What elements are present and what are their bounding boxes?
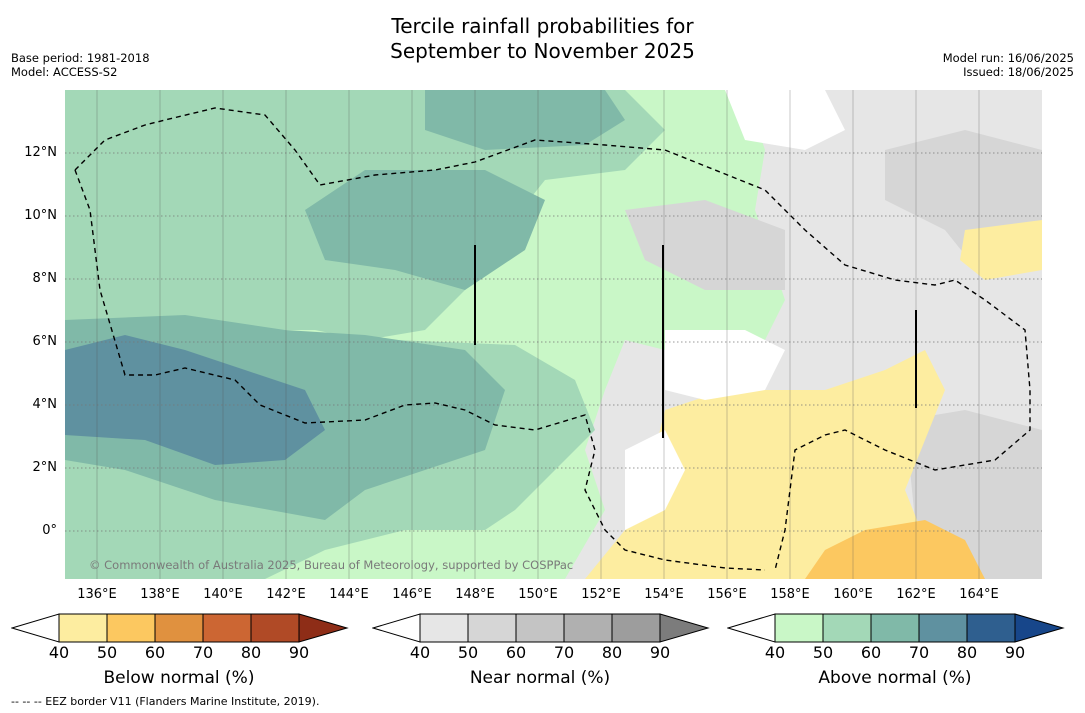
colorbar-over-triangle xyxy=(659,613,710,643)
colorbar-segment xyxy=(515,613,565,643)
colorbar-segment xyxy=(774,613,824,643)
longitude-label: 160°E xyxy=(833,587,873,602)
graticule xyxy=(65,90,1042,579)
colorbar-segment xyxy=(58,613,108,643)
colorbar-tick-label: 70 xyxy=(192,643,214,662)
colorbar-segment xyxy=(918,613,968,643)
colorbar-segment xyxy=(563,613,613,643)
meta-right: Model run: 16/06/2025 Issued: 18/06/2025 xyxy=(943,51,1074,79)
near-50-region xyxy=(625,200,785,290)
probability-map[interactable]: © Commonwealth of Australia 2025, Bureau… xyxy=(65,90,1042,579)
colorbar xyxy=(372,613,710,643)
copyright-text: © Commonwealth of Australia 2025, Bureau… xyxy=(89,558,573,572)
latitude-label: 6°N xyxy=(32,334,58,349)
below-50-region xyxy=(805,520,985,579)
colorbar-tick-label: 80 xyxy=(601,643,623,662)
colorbar-segment xyxy=(870,613,920,643)
no-signal-region-northeast xyxy=(725,90,845,150)
colorbar-segment xyxy=(467,613,517,643)
colorbar-tick-label: 90 xyxy=(288,643,310,662)
base-period-text: Base period: 1981-2018 xyxy=(11,51,150,65)
below-40-region-east xyxy=(960,220,1042,280)
longitude-label: 158°E xyxy=(770,587,810,602)
colorbar-tick-label: 90 xyxy=(1004,643,1026,662)
colorbar-tick-label: 50 xyxy=(96,643,118,662)
colorbar-tick-label: 70 xyxy=(553,643,575,662)
latitude-label: 2°N xyxy=(32,460,58,475)
longitude-label: 140°E xyxy=(203,587,243,602)
colorbar-segment xyxy=(250,613,300,643)
above-70-region xyxy=(65,335,325,465)
colorbar-tick-label: 40 xyxy=(764,643,786,662)
colorbar-segment xyxy=(611,613,661,643)
colorbar-tick-label: 60 xyxy=(860,643,882,662)
latitude-label: 8°N xyxy=(32,271,58,286)
colorbar-tick-label: 70 xyxy=(908,643,930,662)
colorbar-title: Near normal (%) xyxy=(469,668,611,688)
longitude-label: 144°E xyxy=(329,587,369,602)
colorbar xyxy=(11,613,349,643)
colorbar-tick-label: 50 xyxy=(457,643,479,662)
title-line-2: September to November 2025 xyxy=(390,39,695,63)
below-40-region xyxy=(585,350,985,579)
model-run-text: Model run: 16/06/2025 xyxy=(942,51,1074,65)
longitude-label: 152°E xyxy=(581,587,621,602)
longitude-label: 146°E xyxy=(392,587,432,602)
colorbar-segment xyxy=(966,613,1016,643)
colorbar-tick-label: 80 xyxy=(956,643,978,662)
longitude-label: 164°E xyxy=(959,587,999,602)
colorbar-segment xyxy=(822,613,872,643)
latitude-label: 4°N xyxy=(32,397,58,412)
latitude-label: 0° xyxy=(42,523,57,538)
colorbar-tick-label: 60 xyxy=(505,643,527,662)
colorbar-segment xyxy=(202,613,252,643)
title-line-1: Tercile rainfall probabilities for xyxy=(391,14,694,38)
colorbar-over-triangle xyxy=(1014,613,1065,643)
colorbar-segment xyxy=(154,613,204,643)
eez-footnote: -- -- -- EEZ border V11 (Flanders Marine… xyxy=(11,695,320,708)
colorbar-segment xyxy=(419,613,469,643)
eez-border xyxy=(74,107,1031,571)
colorbar-title: Below normal (%) xyxy=(103,668,255,688)
issued-text: Issued: 18/06/2025 xyxy=(963,65,1074,79)
longitude-label: 150°E xyxy=(518,587,558,602)
longitude-label: 162°E xyxy=(896,587,936,602)
latitude-label: 10°N xyxy=(24,208,57,223)
colorbar-under-triangle xyxy=(11,613,60,643)
map-title: Tercile rainfall probabilities for Septe… xyxy=(0,14,1085,64)
latitude-label: 12°N xyxy=(24,145,57,160)
colorbar-over-triangle xyxy=(298,613,349,643)
colorbar-under-triangle xyxy=(727,613,776,643)
longitude-label: 142°E xyxy=(266,587,306,602)
colorbar-tick-label: 60 xyxy=(144,643,166,662)
colorbar-tick-label: 40 xyxy=(409,643,431,662)
colorbar-under-triangle xyxy=(372,613,421,643)
eez-border-west xyxy=(74,169,766,571)
longitude-label: 136°E xyxy=(77,587,117,602)
longitude-label: 154°E xyxy=(644,587,684,602)
longitude-label: 156°E xyxy=(707,587,747,602)
meta-left: Base period: 1981-2018 Model: ACCESS-S2 xyxy=(11,51,150,79)
longitude-label: 148°E xyxy=(455,587,495,602)
above-60-region-mid xyxy=(305,170,545,290)
colorbar-tick-label: 40 xyxy=(48,643,70,662)
colorbar-tick-label: 90 xyxy=(649,643,671,662)
colorbar-tick-label: 80 xyxy=(240,643,262,662)
no-signal-region-south xyxy=(625,430,685,530)
colorbar-segment xyxy=(106,613,156,643)
colorbar xyxy=(727,613,1065,643)
no-signal-region xyxy=(665,330,785,400)
above-60-region-north xyxy=(425,90,625,150)
colorbar-title: Above normal (%) xyxy=(818,668,972,688)
longitude-label: 138°E xyxy=(140,587,180,602)
model-text: Model: ACCESS-S2 xyxy=(11,65,118,79)
colorbar-tick-label: 50 xyxy=(812,643,834,662)
